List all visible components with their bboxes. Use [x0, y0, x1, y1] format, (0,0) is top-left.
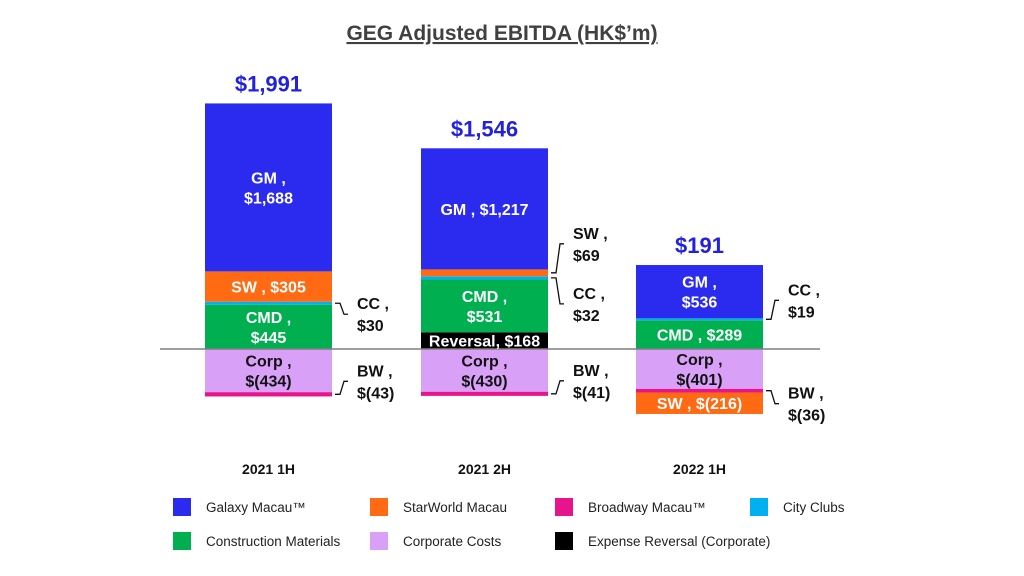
legend-swatch — [173, 498, 191, 516]
bar-segment-city-clubs — [636, 318, 763, 321]
segment-label: $536 — [682, 295, 718, 312]
legend-item-corporate-costs: Corporate Costs — [370, 532, 502, 550]
segment-label: Corp , — [245, 354, 291, 371]
legend-item-expense-reversal-corporate: Expense Reversal (Corporate) — [555, 532, 770, 550]
callout-label: $19 — [788, 304, 815, 321]
legend-item-construction-materials: Construction Materials — [173, 532, 341, 550]
bar-segment-galaxy-macau — [636, 265, 763, 319]
legend-label: Broadway Macau™ — [588, 500, 706, 515]
chart-title: GEG Adjusted EBITDA (HK$’m) — [346, 22, 657, 45]
legend-swatch — [555, 532, 573, 550]
segment-label: CMD , $289 — [657, 328, 742, 345]
legend-item-broadway-macau: Broadway Macau™ — [555, 498, 706, 516]
callout-label: $69 — [573, 248, 600, 265]
callout-label: SW , — [573, 226, 608, 243]
callout-label: CC , — [788, 282, 820, 299]
callout-label: $(43) — [357, 385, 394, 402]
callout-label: BW , — [573, 363, 609, 380]
legend-swatch — [750, 498, 768, 516]
legend-swatch — [370, 498, 388, 516]
legend-swatch — [555, 498, 573, 516]
legend: Galaxy Macau™ StarWorld Macau Broadway Mac… — [173, 498, 845, 550]
total-label: $191 — [675, 233, 724, 258]
legend-label: Corporate Costs — [403, 534, 502, 549]
callout-leader — [551, 243, 564, 274]
bar-segment-broadway-macau — [421, 391, 548, 396]
total-label: $1,991 — [235, 71, 302, 96]
total-label: $1,546 — [451, 116, 518, 141]
bar-segment-corporate-costs — [421, 349, 548, 392]
callout-label: BW , — [788, 386, 824, 403]
bar-segment-corporate-costs — [205, 349, 332, 393]
callout-leader — [766, 390, 779, 405]
callout-leader — [551, 380, 564, 395]
legend-label: Construction Materials — [206, 534, 341, 549]
category-label: 2021 1H — [242, 461, 295, 477]
segment-label: $531 — [467, 309, 503, 326]
callout-label: CC , — [573, 286, 605, 303]
callout-leader — [551, 277, 564, 305]
segment-label: $(430) — [461, 373, 507, 390]
segment-label: GM , — [251, 170, 286, 187]
segment-label: CMD , — [246, 310, 291, 327]
legend-item-starworld-macau: StarWorld Macau — [370, 498, 507, 516]
segment-label: CMD , — [462, 289, 507, 306]
bar-segment-broadway-macau — [636, 388, 763, 393]
category-label: 2021 2H — [458, 461, 511, 477]
legend-label: Expense Reversal (Corporate) — [588, 534, 770, 549]
segment-label: $(434) — [245, 374, 291, 391]
legend-swatch — [370, 532, 388, 550]
segment-label: Corp , — [461, 353, 507, 370]
legend-label: Galaxy Macau™ — [206, 500, 306, 515]
callout-leader — [335, 302, 348, 315]
bar-segment-broadway-macau — [205, 392, 332, 397]
segment-label: Corp , — [676, 352, 722, 369]
callout-label: CC , — [357, 296, 389, 313]
callout-label: $32 — [573, 308, 600, 325]
segment-label: SW , $305 — [231, 280, 306, 297]
segment-label: Reversal, $168 — [429, 334, 540, 351]
bar-segment-city-clubs — [205, 301, 332, 305]
segment-label: GM , — [682, 275, 717, 292]
bar-segment-starworld-macau — [205, 271, 332, 302]
callout-label: BW , — [357, 363, 393, 380]
callout-leader — [766, 299, 779, 320]
legend-item-city-clubs: City Clubs — [750, 498, 845, 516]
bar-segment-expense-reversal-corporate — [421, 332, 548, 349]
legend-item-galaxy-macau: Galaxy Macau™ — [173, 498, 306, 516]
legend-label: StarWorld Macau — [403, 500, 507, 515]
segment-label: $1,688 — [244, 190, 293, 207]
callout-label: $(41) — [573, 385, 610, 402]
legend-swatch — [173, 532, 191, 550]
bar-segment-galaxy-macau — [421, 148, 548, 270]
segment-label: $(401) — [676, 372, 722, 389]
bar-segment-construction-materials — [421, 279, 548, 333]
callout-label: $(36) — [788, 408, 825, 425]
bar-segment-corporate-costs — [636, 349, 763, 389]
category-label: 2022 1H — [673, 461, 726, 477]
segment-label: GM , $1,217 — [440, 202, 528, 219]
callout-leader — [335, 380, 348, 395]
bar-segment-construction-materials — [636, 320, 763, 349]
segment-label: $445 — [251, 330, 287, 347]
bar-segment-starworld-macau — [421, 269, 548, 277]
segment-label: SW , $(216) — [657, 396, 742, 413]
bar-segment-starworld-macau — [636, 392, 763, 414]
bar-segment-city-clubs — [421, 276, 548, 280]
bar-segment-galaxy-macau — [205, 103, 332, 272]
legend-label: City Clubs — [783, 500, 845, 515]
bar-segment-construction-materials — [205, 304, 332, 349]
callout-label: $30 — [357, 318, 384, 335]
